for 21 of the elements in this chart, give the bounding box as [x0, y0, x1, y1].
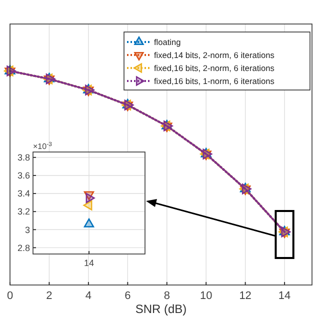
x-tick-label: 2 [46, 290, 52, 302]
x-tick-label: 6 [124, 290, 131, 302]
legend-label: floating [154, 37, 182, 47]
y-tick-label: 2.8 [17, 242, 30, 253]
legend-label: fixed,16 bits, 1-norm, 6 iterations [154, 76, 274, 86]
x-tick-label: 14 [84, 258, 94, 268]
y-tick-label: 3.6 [17, 170, 30, 181]
y-tick-label: 3.8 [17, 152, 30, 163]
annotation: ×10$^{-3}$ [33, 141, 53, 151]
x-tick-label: 0 [6, 290, 14, 302]
y-tick-label: 3 [24, 224, 30, 235]
y-tick-label: 3.4 [17, 188, 30, 199]
x-tick-label: 12 [239, 290, 252, 302]
y-tick-label: 3.2 [17, 206, 30, 217]
x-tick-label: 14 [278, 290, 291, 302]
legend-label: fixed,14 bits, 2-norm, 6 iterations [154, 50, 274, 60]
x-tick-label: 8 [164, 290, 170, 302]
x-axis-title: SNR (dB) [135, 302, 187, 316]
x-tick-label: 4 [85, 290, 92, 302]
x-tick-label: 10 [200, 290, 212, 302]
legend-label: fixed,16 bits, 2-norm, 6 iterations [154, 63, 274, 73]
